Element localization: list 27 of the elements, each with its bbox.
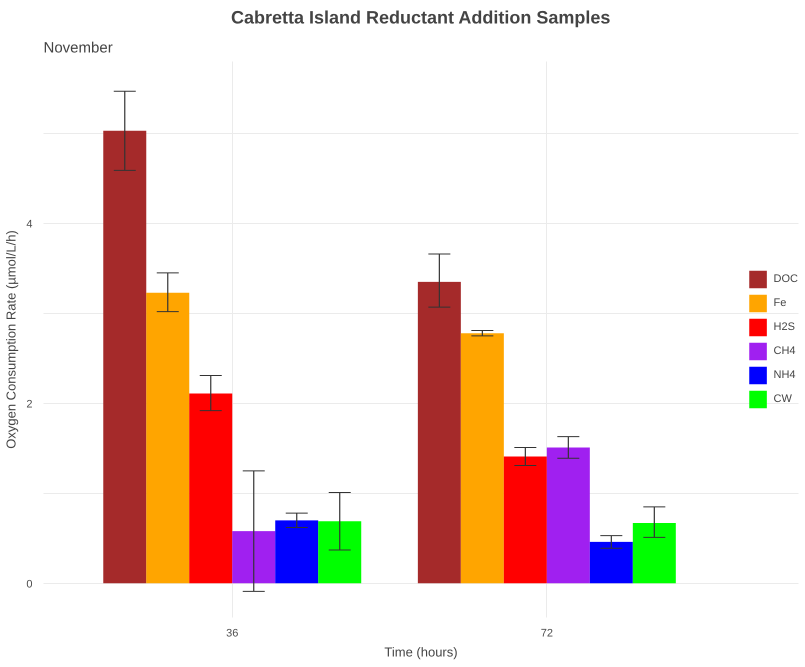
bar <box>189 393 232 584</box>
bar <box>318 521 362 584</box>
bar <box>546 447 590 584</box>
bar <box>632 523 676 584</box>
chart-title: Cabretta Island Reductant Addition Samples <box>230 8 610 28</box>
legend-label: NH4 <box>774 369 796 381</box>
bar <box>460 333 504 584</box>
legend-label: H2S <box>774 321 795 333</box>
y-tick-label: 2 <box>26 398 33 410</box>
legend-label: CW <box>774 393 793 405</box>
bar <box>275 520 318 584</box>
bar <box>232 531 276 584</box>
bar <box>418 282 461 584</box>
y-tick-label: 4 <box>26 218 33 230</box>
x-tick-label: 72 <box>540 628 553 640</box>
x-tick-label: 36 <box>226 628 238 640</box>
bar <box>590 542 633 584</box>
chart-subtitle: November <box>44 40 113 56</box>
bar <box>103 130 146 584</box>
y-tick-label: 0 <box>26 578 33 590</box>
bar <box>504 456 547 584</box>
legend-label: DOC <box>774 273 798 285</box>
x-axis-title: Time (hours) <box>384 644 458 660</box>
bar <box>146 292 190 584</box>
legend-label: Fe <box>774 297 788 309</box>
legend-label: CH4 <box>774 345 796 357</box>
y-axis-title: Oxygen Consumption Rate (µmol/L/h) <box>3 230 18 449</box>
